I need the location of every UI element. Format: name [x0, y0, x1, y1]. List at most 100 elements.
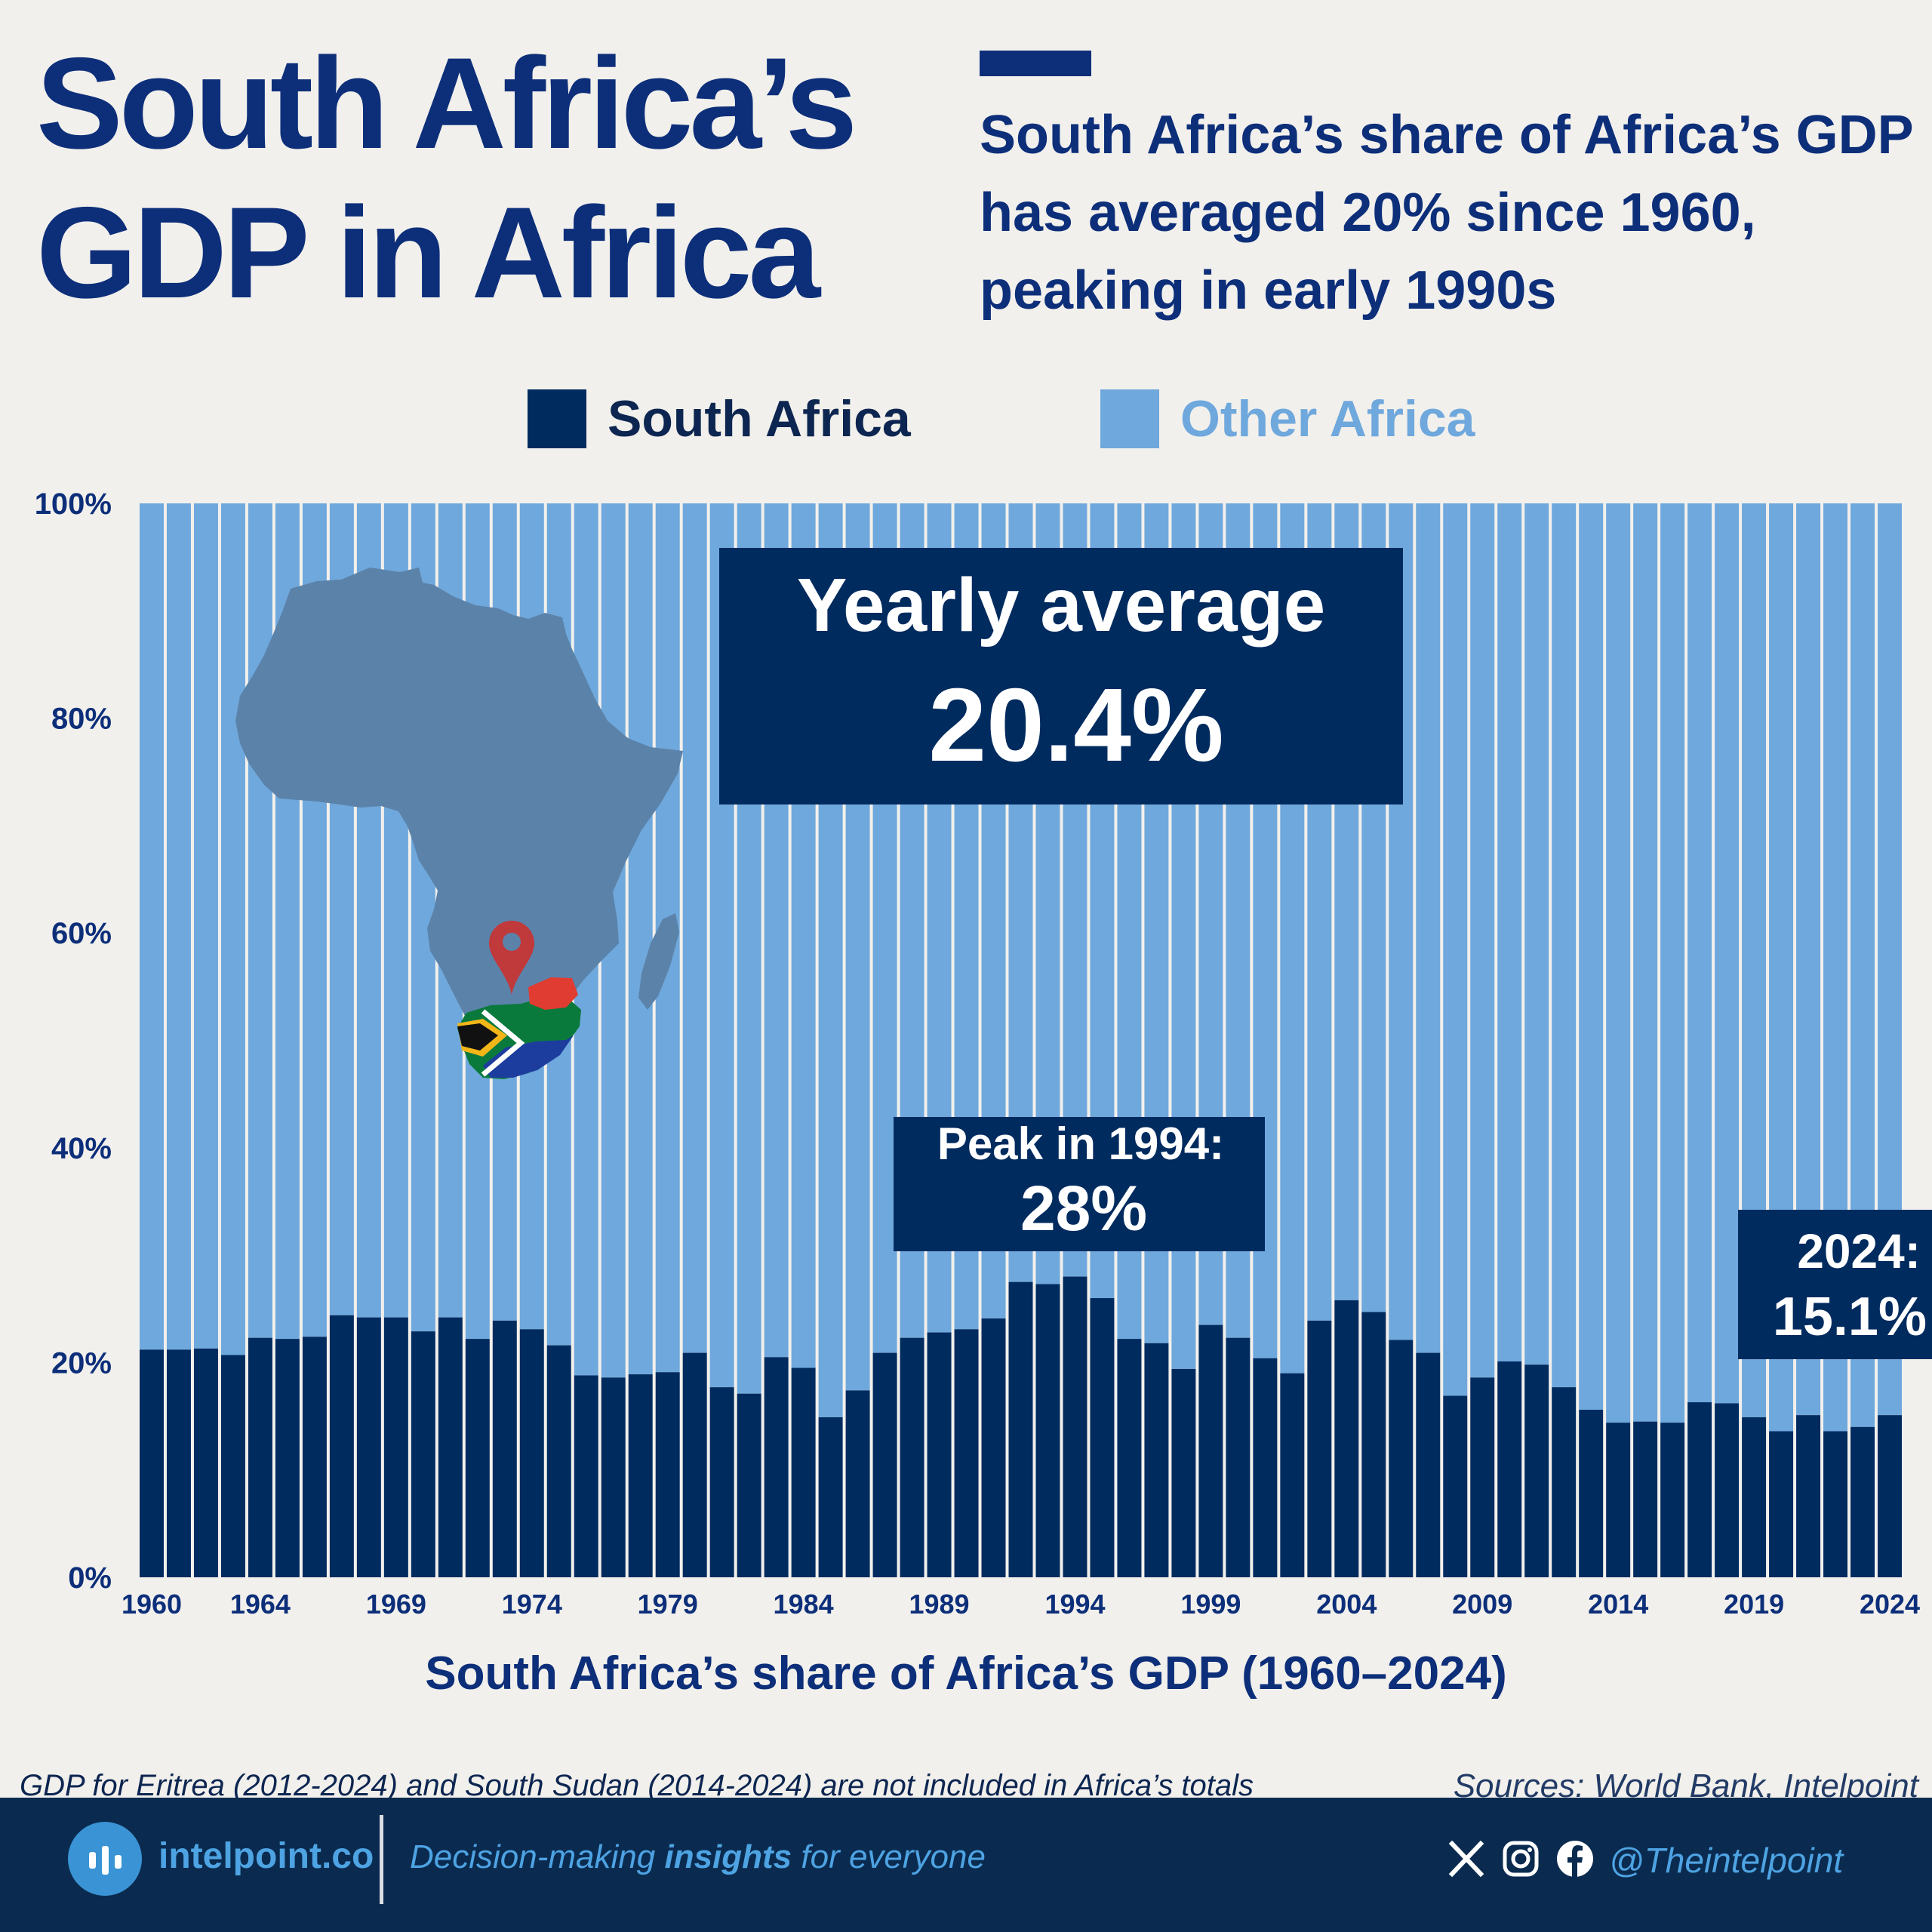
bar-other-africa-2008 [1443, 503, 1468, 1396]
bar-south-africa-2023 [1850, 1426, 1875, 1577]
bar-other-africa-2014 [1606, 503, 1631, 1423]
bar-other-africa-1964 [248, 503, 272, 1338]
x-tick-label: 1964 [230, 1589, 291, 1620]
bar-south-africa-1985 [818, 1417, 843, 1577]
bar-south-africa-1974 [519, 1329, 544, 1577]
bar-south-africa-2012 [1552, 1387, 1577, 1577]
y-tick-label: 0% [68, 1561, 112, 1595]
legend-swatch-south-africa [528, 389, 586, 448]
tagline: Decision-making insights for everyone [410, 1838, 986, 1875]
bar-south-africa-2021 [1796, 1415, 1821, 1577]
bar-other-africa-2010 [1497, 503, 1522, 1361]
bar-south-africa-1994 [1063, 1276, 1088, 1577]
x-tick-label: 1974 [502, 1589, 562, 1620]
bar-south-africa-2007 [1416, 1352, 1441, 1577]
bar-south-africa-1998 [1171, 1368, 1196, 1577]
bar-south-africa-1962 [193, 1348, 218, 1577]
bar-south-africa-1970 [411, 1331, 435, 1577]
bar-south-africa-1999 [1198, 1324, 1223, 1577]
bar-other-africa-2013 [1579, 503, 1604, 1411]
footnote: GDP for Eritrea (2012-2024) and South Su… [20, 1769, 1254, 1802]
x-tick-label: 1979 [638, 1589, 698, 1620]
bar-other-africa-1962 [193, 503, 218, 1349]
legend-swatch-other-africa [1100, 389, 1159, 448]
accent-bar [980, 51, 1091, 76]
instagram-icon[interactable] [1502, 1840, 1540, 1878]
x-icon[interactable] [1447, 1840, 1485, 1878]
bar-south-africa-1997 [1144, 1343, 1169, 1577]
bar-other-africa-1963 [220, 503, 245, 1355]
bar-other-africa-2009 [1470, 503, 1495, 1378]
x-tick-label: 1994 [1044, 1589, 1105, 1620]
chart-title: South Africa’s share of Africa’s GDP (19… [425, 1647, 1507, 1700]
bar-south-africa-1961 [166, 1349, 191, 1577]
bar-south-africa-2005 [1361, 1312, 1386, 1577]
bar-south-africa-1982 [737, 1393, 761, 1577]
legend-label-other-africa: Other Africa [1180, 390, 1475, 448]
bar-south-africa-1971 [438, 1317, 463, 1577]
bar-south-africa-1967 [329, 1315, 354, 1577]
bar-south-africa-2015 [1633, 1421, 1658, 1577]
bar-south-africa-2004 [1334, 1300, 1359, 1577]
bar-south-africa-2009 [1470, 1377, 1495, 1577]
bar-other-africa-2012 [1552, 503, 1577, 1388]
bar-other-africa-2011 [1524, 503, 1549, 1365]
bar-south-africa-1975 [546, 1345, 571, 1577]
bar-south-africa-2006 [1389, 1340, 1414, 1577]
footer [0, 1798, 1932, 1932]
y-tick-label: 100% [35, 488, 112, 521]
bar-south-africa-1987 [872, 1352, 897, 1577]
stacked-bar-chart: 0%20%40%60%80%100% 1960 1964 1969 1974 1979 1… [35, 488, 1932, 1620]
bar-south-africa-2000 [1226, 1337, 1251, 1577]
bar-south-africa-1978 [628, 1374, 653, 1577]
bar-other-africa-2007 [1416, 503, 1441, 1353]
bar-south-africa-2001 [1253, 1358, 1278, 1577]
legend-item-south-africa: South Africa [528, 389, 911, 449]
x-tick-label: 2019 [1724, 1589, 1784, 1620]
bar-south-africa-2011 [1524, 1364, 1549, 1577]
x-tick-label: 2004 [1316, 1589, 1377, 1620]
bar-south-africa-1986 [845, 1390, 870, 1577]
bar-south-africa-1980 [682, 1352, 707, 1577]
bar-south-africa-1989 [927, 1332, 952, 1577]
x-axis: 1960 1964 1969 1974 1979 1984 1989 1994 1999 2004… [122, 1589, 1920, 1620]
bar-south-africa-1964 [248, 1337, 272, 1577]
bar-other-africa-1960 [140, 503, 164, 1350]
y-tick-label: 40% [51, 1132, 112, 1165]
bar-south-africa-1995 [1090, 1298, 1115, 1577]
bar-south-africa-1984 [791, 1367, 816, 1577]
bar-south-africa-1990 [954, 1329, 979, 1577]
bar-other-africa-2018 [1715, 503, 1740, 1404]
bar-south-africa-2003 [1307, 1320, 1332, 1577]
bar-south-africa-2018 [1715, 1403, 1740, 1577]
brand-link[interactable]: intelpoint.co [158, 1836, 374, 1876]
bar-south-africa-1960 [140, 1349, 164, 1577]
africa-map-icon [235, 568, 683, 1079]
bar-south-africa-2016 [1660, 1423, 1685, 1577]
bar-south-africa-1973 [492, 1320, 517, 1577]
peak-annotation-box: Peak in 1994: 28% [894, 1117, 1265, 1251]
legend-label-south-africa: South Africa [608, 390, 911, 448]
bar-south-africa-1968 [356, 1317, 381, 1577]
facebook-icon[interactable] [1556, 1840, 1594, 1878]
x-tick-label: 1960 [122, 1589, 182, 1620]
x-tick-label: 1999 [1180, 1589, 1241, 1620]
bar-south-africa-2008 [1443, 1395, 1468, 1577]
bar-south-africa-1983 [764, 1357, 789, 1577]
bar-south-africa-2010 [1497, 1361, 1522, 1577]
latest-value: 15.1% [1773, 1287, 1927, 1347]
bar-other-africa-2015 [1633, 503, 1658, 1422]
location-pin-icon [489, 921, 534, 995]
bar-south-africa-2017 [1687, 1402, 1712, 1577]
social-handle[interactable]: @Theintelpoint [1609, 1841, 1844, 1880]
bar-south-africa-1977 [601, 1377, 626, 1577]
y-tick-label: 20% [51, 1346, 112, 1380]
south-africa-flag-icon [457, 977, 581, 1079]
bar-south-africa-1979 [655, 1372, 680, 1577]
x-tick-label: 2009 [1452, 1589, 1512, 1620]
bar-south-africa-1993 [1035, 1284, 1060, 1577]
x-tick-label: 1989 [909, 1589, 969, 1620]
latest-annotation-box: 2024: 15.1% [1738, 1210, 1932, 1359]
subtitle: South Africa’s share of Africa’s GDP has… [980, 105, 1913, 321]
y-tick-label: 60% [51, 917, 112, 950]
